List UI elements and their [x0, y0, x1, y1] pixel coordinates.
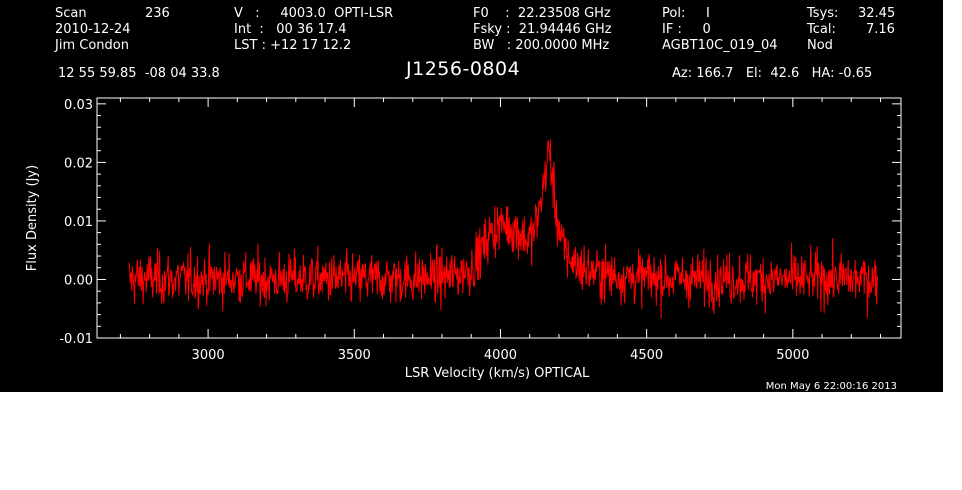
tsys-label: Tsys:: [807, 6, 839, 21]
spectrum-series-line: [128, 139, 879, 319]
integration-line: Int : 00 36 17.4: [234, 22, 347, 37]
observer-name: Jim Condon: [55, 38, 129, 53]
x-tick-label: 4500: [630, 348, 663, 363]
plot-frame: [96, 97, 902, 339]
x-axis-label: LSR Velocity (km/s) OPTICAL: [405, 366, 590, 381]
source-name: J1256-0804: [406, 58, 521, 80]
y-tick-label: 0.00: [64, 273, 93, 288]
y-axis-label: Flux Density (Jy): [25, 165, 40, 271]
sky-frequency-line: Fsky : 21.94446 GHz: [473, 22, 612, 37]
obs-date: 2010-12-24: [55, 22, 131, 37]
x-tick-label: 3000: [192, 348, 225, 363]
y-tick-label: 0.03: [64, 98, 93, 113]
project-id: AGBT10C_019_04: [662, 38, 778, 53]
pointing-info: Az: 166.7 El: 42.6 HA: -0.65: [672, 66, 873, 81]
bandwidth-line: BW : 200.0000 MHz: [473, 38, 610, 53]
if-line: IF : 0: [662, 22, 711, 37]
y-tick-label: 0.02: [64, 156, 93, 171]
scan-value: 236: [145, 6, 170, 21]
render-timestamp: Mon May 6 22:00:16 2013: [766, 381, 897, 392]
tick-layer: 3000 3500 4000 4500 5000 -0.01 0.00 0.01 0.02 0.0…: [59, 98, 901, 363]
polarization-line: Pol: I: [662, 6, 710, 21]
x-tick-label: 4000: [484, 348, 517, 363]
y-tick-label: -0.01: [59, 332, 93, 347]
observing-mode: Nod: [807, 38, 833, 53]
tsys-value: 32.45: [858, 6, 896, 21]
plot-panel: [0, 0, 943, 392]
lst-line: LST : +12 17 12.2: [234, 38, 352, 53]
source-coordinates: 12 55 59.85 -08 04 33.8: [58, 66, 220, 81]
velocity-line: V : 4003.0 OPTI-LSR: [234, 6, 394, 21]
tcal-value: 7.16: [866, 22, 895, 37]
spectrum-trace-layer: [128, 139, 879, 319]
y-tick-label: 0.01: [64, 215, 93, 230]
x-tick-label: 3500: [338, 348, 371, 363]
spectrum-chart: 3000 3500 4000 4500 5000 -0.01 0.00 0.01 0.02 0.0…: [25, 97, 902, 392]
tcal-label: Tcal:: [807, 22, 836, 37]
scan-label: Scan: [55, 6, 87, 21]
rest-frequency-line: F0 : 22.23508 GHz: [473, 6, 611, 21]
x-tick-label: 5000: [776, 348, 809, 363]
